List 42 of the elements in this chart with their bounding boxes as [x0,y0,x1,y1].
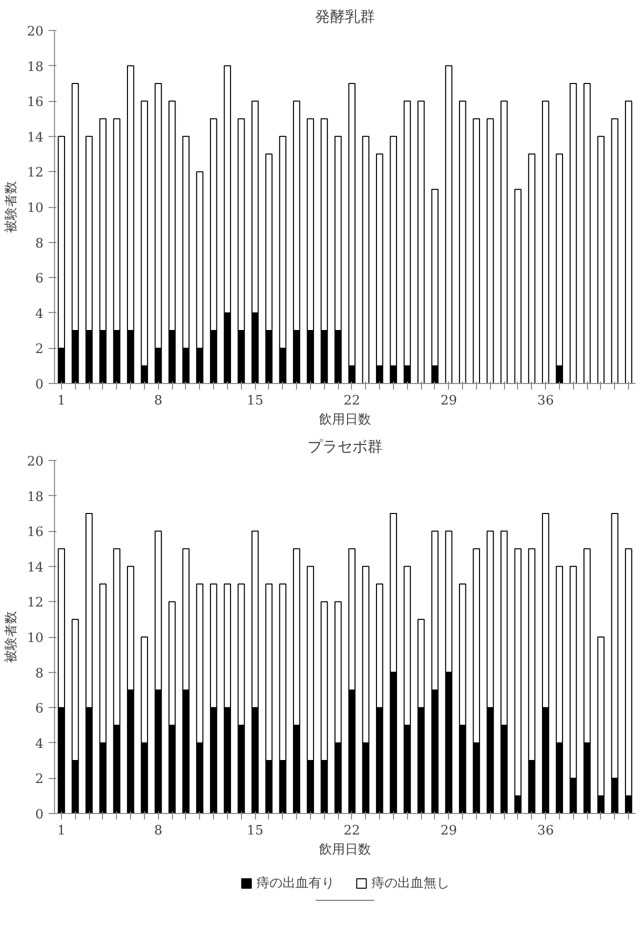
x-tick-label: 8 [154,824,162,838]
y-tick-label: 0 [35,378,44,392]
y-tick-label: 10 [26,201,44,216]
y-tick-label: 2 [35,342,44,358]
y-tick-label: 20 [26,454,44,470]
y-tick-label: 16 [26,525,44,540]
y-tick-label: 16 [26,95,44,110]
y-tick-label: 4 [35,306,44,322]
y-tick-label: 6 [35,272,44,287]
y-tick-label: 8 [35,666,44,682]
y-tick-label: 14 [26,560,44,576]
x-tick-label: 1 [57,394,66,408]
y-tick-label: 6 [35,702,44,717]
y-tick-label: 18 [26,490,44,505]
x-tick-label: 29 [440,394,458,408]
y-tick-label: 4 [35,736,44,752]
x-axis-title: 飲用日数 [319,412,371,428]
y-axis-title: 被験者数 [4,181,19,233]
x-tick-label: 1 [57,824,66,838]
x-tick-label: 36 [537,824,554,838]
y-axis-title: 被験者数 [4,611,19,663]
y-tick-label: 10 [26,631,44,646]
x-tick-label: 22 [344,824,360,838]
y-tick-label: 2 [35,772,44,788]
chart-title: 発酵乳群 [315,8,375,26]
x-axis-title: 飲用日数 [319,842,371,858]
chart-title: プラセボ群 [308,438,382,456]
y-tick-label: 0 [35,808,44,822]
x-tick-label: 29 [440,824,458,838]
x-tick-label: 22 [344,394,360,408]
x-tick-label: 15 [246,824,264,838]
y-tick-label: 12 [26,166,44,181]
y-tick-label: 12 [26,596,44,611]
x-tick-label: 15 [246,394,264,408]
y-tick-label: 18 [26,60,44,75]
y-tick-label: 14 [26,130,44,146]
y-tick-label: 20 [26,24,44,40]
y-tick-label: 8 [35,236,44,252]
legend-label: 痔の出血無し [372,874,450,892]
legend-label: 痔の出血有り [256,874,334,892]
x-tick-label: 8 [154,394,162,408]
x-tick-label: 36 [537,394,554,408]
